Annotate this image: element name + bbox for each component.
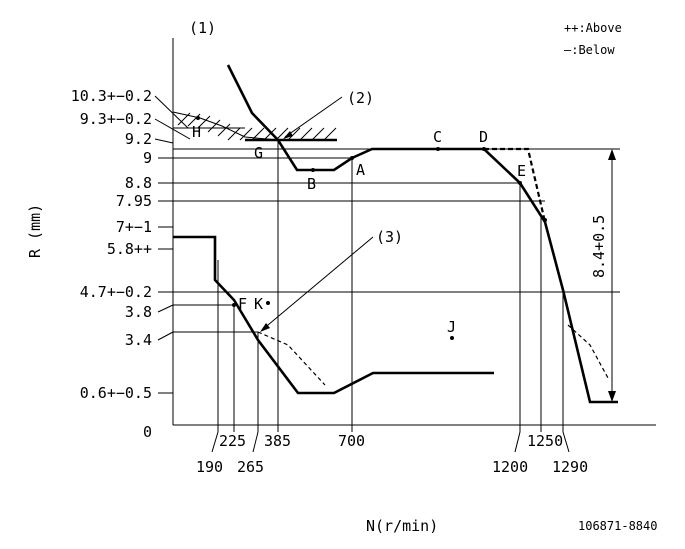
dimension-label: 8.4+0.5: [590, 215, 608, 278]
x-tick: 1250: [527, 432, 563, 450]
upper-dashed-branch: [484, 147, 547, 223]
y-tick-labels: 10.3+−0.2 9.3+−0.2 9.2 9 8.8 7.95 7+−1 5…: [71, 87, 152, 441]
x-tick: 1200: [492, 458, 528, 476]
y-tick: 3.8: [125, 303, 152, 321]
point-label-j: J: [447, 318, 456, 336]
figure-code: 106871-8840: [578, 519, 657, 533]
y-tick: 3.4: [125, 331, 152, 349]
upper-curve: [226, 64, 618, 404]
point-label-f: F: [238, 295, 247, 313]
callout-2: (2): [347, 89, 374, 107]
dimension-arrow: [608, 149, 616, 402]
callout-1: (1): [189, 19, 216, 37]
x-tick: 190: [196, 458, 223, 476]
legend-below: —:Below: [564, 43, 615, 57]
right-dashed-tail: [567, 324, 609, 379]
point-labels: H G B A C D E F K J: [192, 123, 526, 336]
legend-above: ++:Above: [564, 21, 622, 35]
point-label-h: H: [192, 123, 201, 141]
y-tick: 7.95: [116, 192, 152, 210]
y-tick: 7+−1: [116, 218, 152, 236]
x-tick: 385: [264, 432, 291, 450]
y-tick: 0.6+−0.5: [80, 384, 152, 402]
lower-curve: [173, 235, 494, 395]
y-tick: 8.8: [125, 174, 152, 192]
point-label-b: B: [307, 175, 316, 193]
y-tick: 10.3+−0.2: [71, 87, 152, 105]
point-label-d: D: [479, 128, 488, 146]
vertical-reference-lines: [217, 140, 564, 432]
point-markers: [196, 116, 547, 340]
x-tick-leaders: [211, 431, 570, 453]
callout-3: (3): [376, 228, 403, 246]
x-tick-labels: 225 385 700 1250 190 265 1200 1290: [196, 432, 588, 476]
x-tick: 225: [219, 432, 246, 450]
lower-dashed-branch: [257, 331, 326, 386]
reference-lines: [173, 127, 620, 333]
x-tick: 1290: [552, 458, 588, 476]
point-label-c: C: [433, 128, 442, 146]
y-axis-title: R (mm): [26, 204, 44, 258]
callout-leaders: [260, 96, 374, 332]
x-tick: 700: [338, 432, 365, 450]
hatched-limit: [172, 111, 337, 142]
y-tick: 4.7+−0.2: [80, 283, 152, 301]
y-tick: 9: [143, 149, 152, 167]
point-label-e: E: [517, 162, 526, 180]
point-label-g: G: [254, 144, 263, 162]
label-leaders: [154, 95, 191, 394]
y-tick: 0: [143, 423, 152, 441]
point-label-k: K: [254, 295, 263, 313]
y-tick: 5.8++: [107, 240, 152, 258]
y-tick: 9.2: [125, 130, 152, 148]
y-tick: 9.3+−0.2: [80, 110, 152, 128]
x-axis-title: N(r/min): [366, 517, 438, 535]
point-label-a: A: [356, 161, 365, 179]
x-tick: 265: [237, 458, 264, 476]
